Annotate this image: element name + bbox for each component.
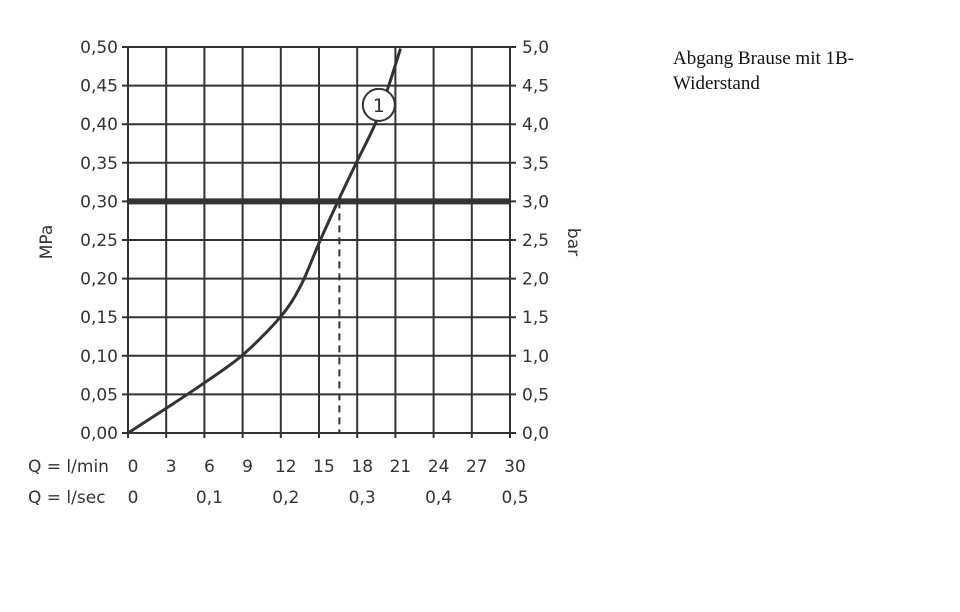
x2-tick-label: 0,2 xyxy=(272,488,299,508)
x-axis-label-2: Q = l/sec xyxy=(28,488,106,508)
x-tick-label: 30 xyxy=(504,457,526,477)
x-tick-label: 6 xyxy=(204,457,215,477)
x-axis-label: Q = l/min xyxy=(28,457,109,477)
x2-tick-label: 0,5 xyxy=(501,488,528,508)
y-tick-label: 0,15 xyxy=(80,308,118,328)
y-right-tick-label: 3,0 xyxy=(522,192,549,212)
y-tick-label: 0,10 xyxy=(80,347,118,367)
y-right-tick-label: 4,5 xyxy=(522,77,549,97)
y-right-tick-label: 2,0 xyxy=(522,270,549,290)
y-right-tick-label: 1,5 xyxy=(522,308,549,328)
x-tick-label: 21 xyxy=(390,457,412,477)
x-tick-label: 3 xyxy=(166,457,177,477)
marks: 1 xyxy=(127,48,510,435)
chart-note: Abgang Brause mit 1B- Widerstand xyxy=(673,46,943,96)
y-axis-label-left: MPa xyxy=(37,225,57,260)
note-line-1: Abgang Brause mit 1B- xyxy=(673,48,855,69)
note-line-2: Widerstand xyxy=(673,73,760,94)
y-right-tick-label: 0,0 xyxy=(522,424,549,444)
x2-tick-label: 0 xyxy=(128,488,139,508)
y-axis-label-right: bar xyxy=(563,228,583,256)
series-label-circle xyxy=(361,87,396,122)
x-tick-label: 27 xyxy=(466,457,488,477)
y-tick-label: 0,35 xyxy=(80,154,118,174)
x-tick-label: 9 xyxy=(242,457,253,477)
x2-tick-label: 0,1 xyxy=(196,488,223,508)
y-tick-label: 0,40 xyxy=(80,115,118,135)
y-tick-label: 0,05 xyxy=(80,385,118,405)
series-label: 1 xyxy=(373,95,385,117)
x-tick-label: 15 xyxy=(313,457,335,477)
x-tick-label: 12 xyxy=(275,457,297,477)
y-right-tick-label: 3,5 xyxy=(522,154,549,174)
tick-labels: 0 3 6 9 12 15 18 21 24 27 30 0 0,1 0,2 0,3 0,4 0,5 0,00 0,… xyxy=(80,38,549,508)
y-tick-label: 0,50 xyxy=(80,38,118,58)
y-right-tick-label: 5,0 xyxy=(522,38,549,58)
y-right-tick-label: 1,0 xyxy=(522,347,549,367)
x2-tick-label: 0,3 xyxy=(349,488,376,508)
y-tick-label: 0,00 xyxy=(80,424,118,444)
y-tick-label: 0,20 xyxy=(80,270,118,290)
y-right-tick-label: 2,5 xyxy=(522,231,549,251)
x-tick-label: 0 xyxy=(128,457,139,477)
y-tick-label: 0,45 xyxy=(80,77,118,97)
y-right-tick-label: 4,0 xyxy=(522,115,549,135)
x-tick-label: 24 xyxy=(428,457,450,477)
y-tick-label: 0,30 xyxy=(80,192,118,212)
x-tick-label: 18 xyxy=(351,457,373,477)
y-right-tick-label: 0,5 xyxy=(522,385,549,405)
x2-tick-label: 0,4 xyxy=(425,488,452,508)
y-tick-label: 0,25 xyxy=(80,231,118,251)
